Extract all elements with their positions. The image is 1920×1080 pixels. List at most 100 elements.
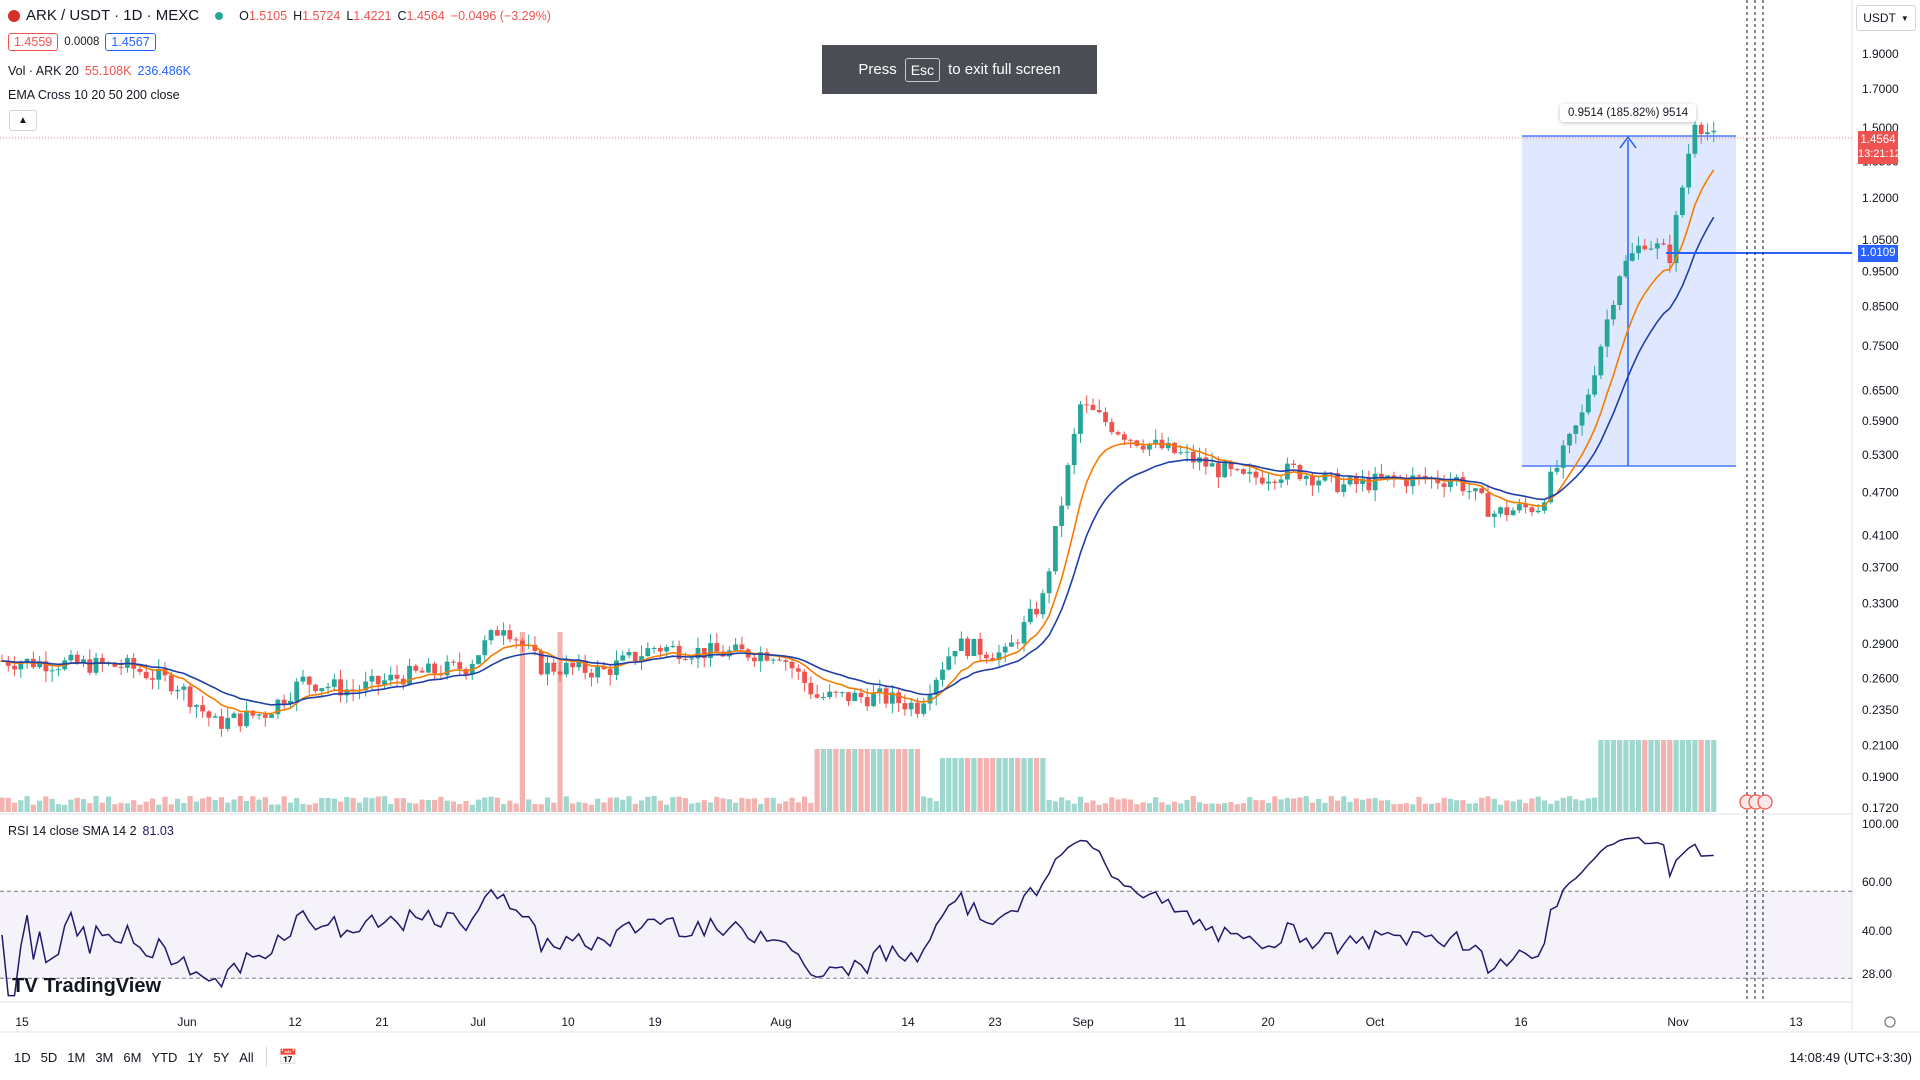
- price-axis-label: 0.1900: [1862, 770, 1899, 784]
- candle-body: [1071, 433, 1077, 466]
- calendar-icon[interactable]: 📅: [278, 1049, 298, 1066]
- timeframe-all[interactable]: All: [239, 1049, 254, 1065]
- timeframe-1d[interactable]: 1D: [14, 1049, 31, 1065]
- candle-body: [1686, 153, 1692, 188]
- volume-bar: [1523, 803, 1529, 812]
- price-axis-label: 0.3700: [1862, 561, 1899, 575]
- current-price: 1.4564: [1860, 134, 1896, 146]
- rsi-legend-label[interactable]: RSI 14 close SMA 14 2: [8, 824, 137, 838]
- volume-bar: [369, 798, 375, 812]
- candle-body: [507, 630, 513, 640]
- timeframe-5y[interactable]: 5Y: [213, 1049, 230, 1065]
- price-axis-label: 0.4100: [1862, 528, 1899, 542]
- candle-body: [1585, 394, 1591, 413]
- currency-select[interactable]: USDT ▼: [1856, 5, 1916, 31]
- rsi-line: [1, 836, 1714, 997]
- volume-bar: [764, 797, 770, 812]
- volume-bar: [419, 799, 425, 812]
- bottom-toolbar: 1D 5D 1M 3M 6M YTD 1Y 5Y All 📅 14:08:49 …: [0, 1042, 1920, 1072]
- volume-bar: [1253, 800, 1259, 812]
- time-axis-label: 10: [561, 1015, 575, 1029]
- timeframe-1m[interactable]: 1M: [67, 1049, 86, 1065]
- candle-body: [1084, 404, 1090, 406]
- bid-price[interactable]: 1.4559: [8, 33, 59, 51]
- volume-bar: [808, 803, 814, 812]
- candle-body: [1247, 471, 1253, 474]
- volume-bar: [1228, 801, 1234, 812]
- candle-body: [225, 717, 231, 729]
- timeframe-5d[interactable]: 5D: [40, 1049, 58, 1065]
- collapse-legend-button[interactable]: ▲: [9, 110, 37, 131]
- volume-bar: [526, 799, 532, 812]
- candle-body: [143, 671, 149, 679]
- volume-bar: [1654, 740, 1660, 812]
- symbol-title[interactable]: ARK / USDT · 1D · MEXC: [26, 7, 200, 24]
- volume-bar: [1485, 796, 1491, 812]
- volume-bar: [1479, 797, 1485, 812]
- ohlc-close-label: C: [397, 8, 407, 23]
- fullscreen-toast: Press Esc to exit full screen: [822, 45, 1097, 94]
- ema-legend-label[interactable]: EMA Cross 10 20 50 200 close: [8, 88, 180, 102]
- timeframe-ytd[interactable]: YTD: [151, 1049, 178, 1065]
- candle-body: [344, 689, 350, 696]
- volume-bar: [1585, 798, 1591, 812]
- timeframe-6m[interactable]: 6M: [123, 1049, 142, 1065]
- volume-bar: [538, 804, 544, 812]
- volume-bar: [1711, 740, 1717, 812]
- candle-body: [476, 655, 481, 664]
- volume-bar: [1178, 803, 1184, 812]
- volume-bar: [1516, 799, 1522, 812]
- candle-body: [1648, 248, 1654, 250]
- tradingview-logo[interactable]: TV TradingView: [12, 975, 161, 998]
- ask-price[interactable]: 1.4567: [105, 33, 156, 51]
- candle-body: [839, 692, 845, 694]
- volume-bar: [908, 749, 914, 812]
- candle-body: [1090, 404, 1096, 411]
- timeframe-3m[interactable]: 3M: [95, 1049, 114, 1065]
- volume-bar: [356, 802, 362, 812]
- candle-body: [281, 699, 287, 705]
- volume-bar: [306, 804, 312, 812]
- candle-body: [1548, 471, 1554, 503]
- candle-body: [739, 644, 745, 650]
- volume-bar: [1265, 802, 1272, 812]
- candle-body: [319, 688, 325, 692]
- volume-legend-label[interactable]: Vol · ARK 20: [8, 64, 79, 78]
- candle-body: [262, 714, 268, 718]
- candle-body: [1554, 467, 1560, 472]
- volume-bar: [1667, 740, 1673, 812]
- volume-bar: [1209, 803, 1215, 812]
- candle-body: [24, 658, 30, 664]
- volume-bar: [1247, 797, 1253, 812]
- candle-body: [1498, 507, 1503, 514]
- volume-bar: [921, 796, 927, 812]
- volume-bar: [1391, 804, 1397, 812]
- ohlc-high-label: H: [293, 8, 303, 23]
- candle-body: [764, 652, 770, 661]
- volume-bar: [1642, 740, 1648, 812]
- volume-bar: [5, 797, 11, 812]
- volume-bar: [30, 804, 36, 812]
- rsi-axis-label: 28.00: [1862, 967, 1892, 981]
- volume-bar: [996, 758, 1002, 812]
- hline-price: 1.0109: [1860, 247, 1896, 259]
- candle-body: [1184, 451, 1190, 453]
- price-axis-label: 0.3300: [1862, 596, 1899, 610]
- candle-body: [1021, 622, 1027, 644]
- candle-body: [827, 691, 833, 698]
- clock[interactable]: 14:08:49 (UTC+3:30): [1789, 1049, 1912, 1065]
- candle-body: [733, 644, 738, 651]
- volume-bar: [626, 796, 632, 812]
- candle-body: [488, 630, 494, 641]
- candle-body: [1416, 475, 1422, 477]
- candle-body: [288, 700, 293, 705]
- volume-bar: [751, 798, 758, 812]
- volume-bar: [958, 758, 964, 812]
- volume-bar: [275, 804, 281, 812]
- volume-bar: [1623, 740, 1629, 812]
- volume-bar: [1291, 798, 1297, 812]
- candle-body: [494, 630, 500, 636]
- timeframe-1y[interactable]: 1Y: [187, 1049, 204, 1065]
- volume-bar: [1410, 804, 1416, 812]
